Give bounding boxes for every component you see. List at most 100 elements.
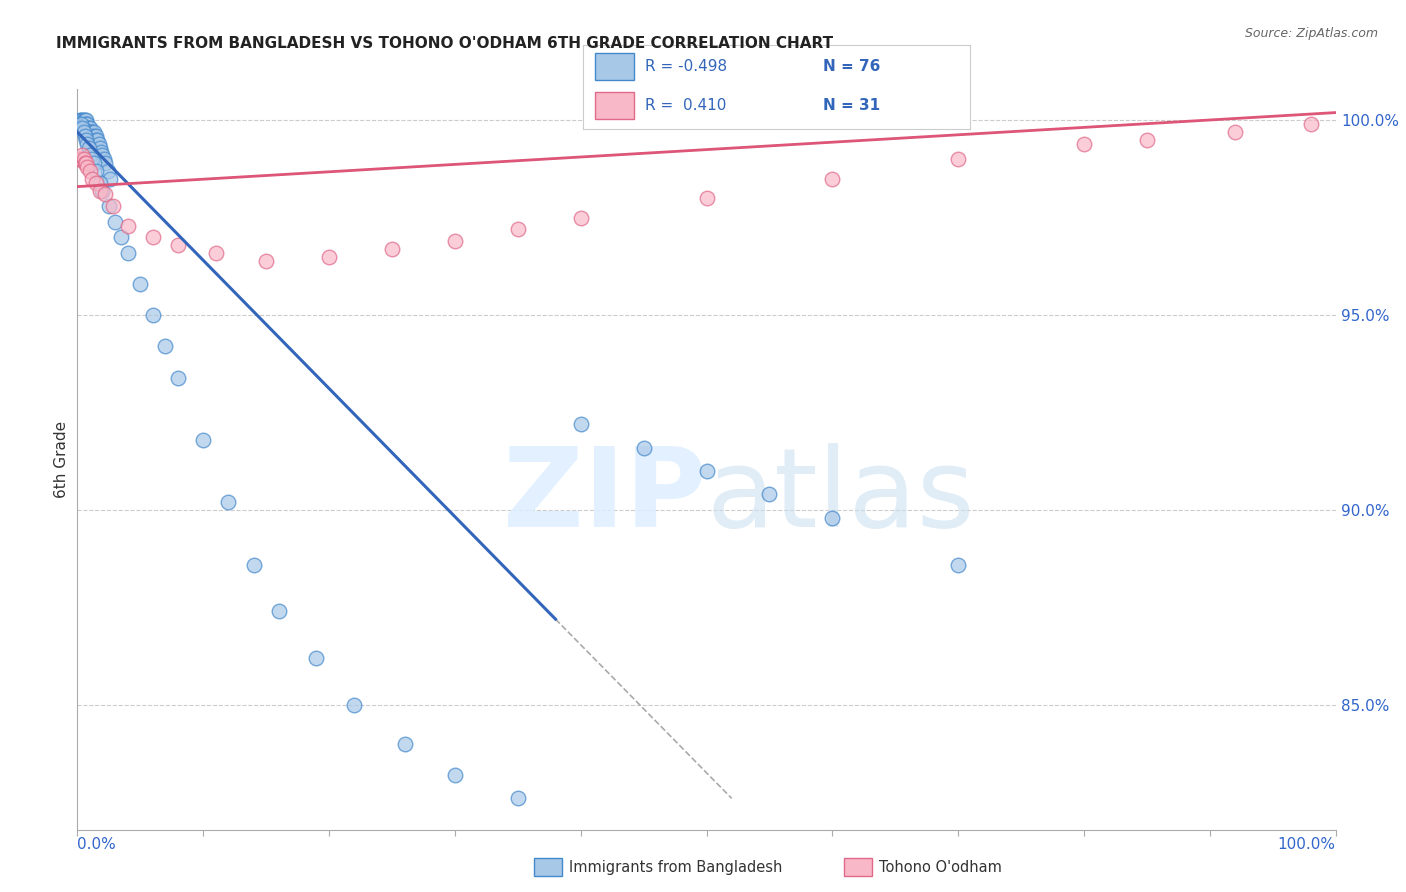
Text: Source: ZipAtlas.com: Source: ZipAtlas.com xyxy=(1244,27,1378,40)
Point xyxy=(89,184,111,198)
Point xyxy=(343,698,366,712)
Point xyxy=(73,113,96,128)
Text: ZIP: ZIP xyxy=(503,443,707,549)
Point xyxy=(76,125,98,139)
Point xyxy=(75,133,97,147)
Point xyxy=(75,113,97,128)
Point xyxy=(254,253,277,268)
Point xyxy=(70,113,93,128)
Point xyxy=(69,153,91,167)
Point xyxy=(70,117,93,131)
Point xyxy=(72,121,94,136)
Y-axis label: 6th Grade: 6th Grade xyxy=(53,421,69,498)
Point xyxy=(84,128,107,143)
Point xyxy=(444,234,467,248)
Point xyxy=(104,215,127,229)
Point xyxy=(73,121,96,136)
Point xyxy=(82,128,104,143)
Point xyxy=(696,464,718,478)
Point xyxy=(117,219,139,233)
Point xyxy=(72,113,94,128)
Point xyxy=(96,164,118,178)
Point xyxy=(89,141,111,155)
FancyBboxPatch shape xyxy=(595,92,634,120)
Point xyxy=(79,128,101,143)
Point xyxy=(76,121,98,136)
Point xyxy=(318,250,340,264)
Point xyxy=(90,145,112,159)
Point xyxy=(75,117,97,131)
Point xyxy=(79,121,101,136)
Point xyxy=(69,113,91,128)
Point xyxy=(821,171,844,186)
Point xyxy=(72,117,94,131)
Point xyxy=(167,238,190,252)
Point xyxy=(97,199,120,213)
Point xyxy=(83,156,105,170)
Point xyxy=(75,121,97,136)
Point xyxy=(117,245,139,260)
Point xyxy=(79,125,101,139)
Point xyxy=(1299,117,1322,131)
Text: N = 31: N = 31 xyxy=(824,98,880,113)
Point xyxy=(76,117,98,131)
Point xyxy=(242,558,264,572)
Point xyxy=(142,230,165,244)
Point xyxy=(72,113,94,128)
Point xyxy=(91,184,114,198)
Point xyxy=(67,153,90,167)
Point xyxy=(83,125,105,139)
FancyBboxPatch shape xyxy=(595,54,634,80)
Point xyxy=(1073,136,1095,151)
Point xyxy=(75,156,97,170)
Point xyxy=(1223,125,1246,139)
Point xyxy=(72,125,94,139)
Point xyxy=(129,277,152,291)
Point xyxy=(84,133,107,147)
Point xyxy=(73,117,96,131)
Point xyxy=(267,604,290,618)
Point xyxy=(87,136,110,151)
Text: Immigrants from Bangladesh: Immigrants from Bangladesh xyxy=(569,860,783,874)
Point xyxy=(506,222,529,236)
Point xyxy=(758,487,780,501)
Text: 0.0%: 0.0% xyxy=(77,838,117,853)
Point xyxy=(89,176,111,190)
Point xyxy=(82,171,104,186)
Text: IMMIGRANTS FROM BANGLADESH VS TOHONO O'ODHAM 6TH GRADE CORRELATION CHART: IMMIGRANTS FROM BANGLADESH VS TOHONO O'O… xyxy=(56,36,834,51)
Point xyxy=(444,768,467,782)
Point xyxy=(77,121,100,136)
Point xyxy=(167,370,190,384)
Point xyxy=(948,153,970,167)
Text: R = -0.498: R = -0.498 xyxy=(645,59,727,74)
Point xyxy=(696,191,718,205)
Point xyxy=(84,133,107,147)
Point xyxy=(84,176,107,190)
Point xyxy=(86,133,108,147)
Point xyxy=(94,187,117,202)
Text: R =  0.410: R = 0.410 xyxy=(645,98,727,113)
Point xyxy=(948,558,970,572)
Point xyxy=(506,791,529,805)
Point xyxy=(93,153,115,167)
Point xyxy=(72,148,94,162)
Point xyxy=(83,128,105,143)
Point xyxy=(204,245,226,260)
Point xyxy=(82,153,104,167)
Point xyxy=(91,148,114,162)
Point xyxy=(76,136,98,151)
Point xyxy=(72,117,94,131)
Point xyxy=(70,117,93,131)
Point xyxy=(79,148,101,162)
Point xyxy=(72,153,94,167)
Point xyxy=(633,441,655,455)
Point xyxy=(1136,133,1159,147)
Point xyxy=(101,199,124,213)
Point xyxy=(569,211,592,225)
Point xyxy=(305,651,328,665)
Point xyxy=(569,417,592,432)
Point xyxy=(76,160,98,174)
Text: atlas: atlas xyxy=(707,443,974,549)
Point xyxy=(394,737,416,751)
Point xyxy=(80,125,103,139)
